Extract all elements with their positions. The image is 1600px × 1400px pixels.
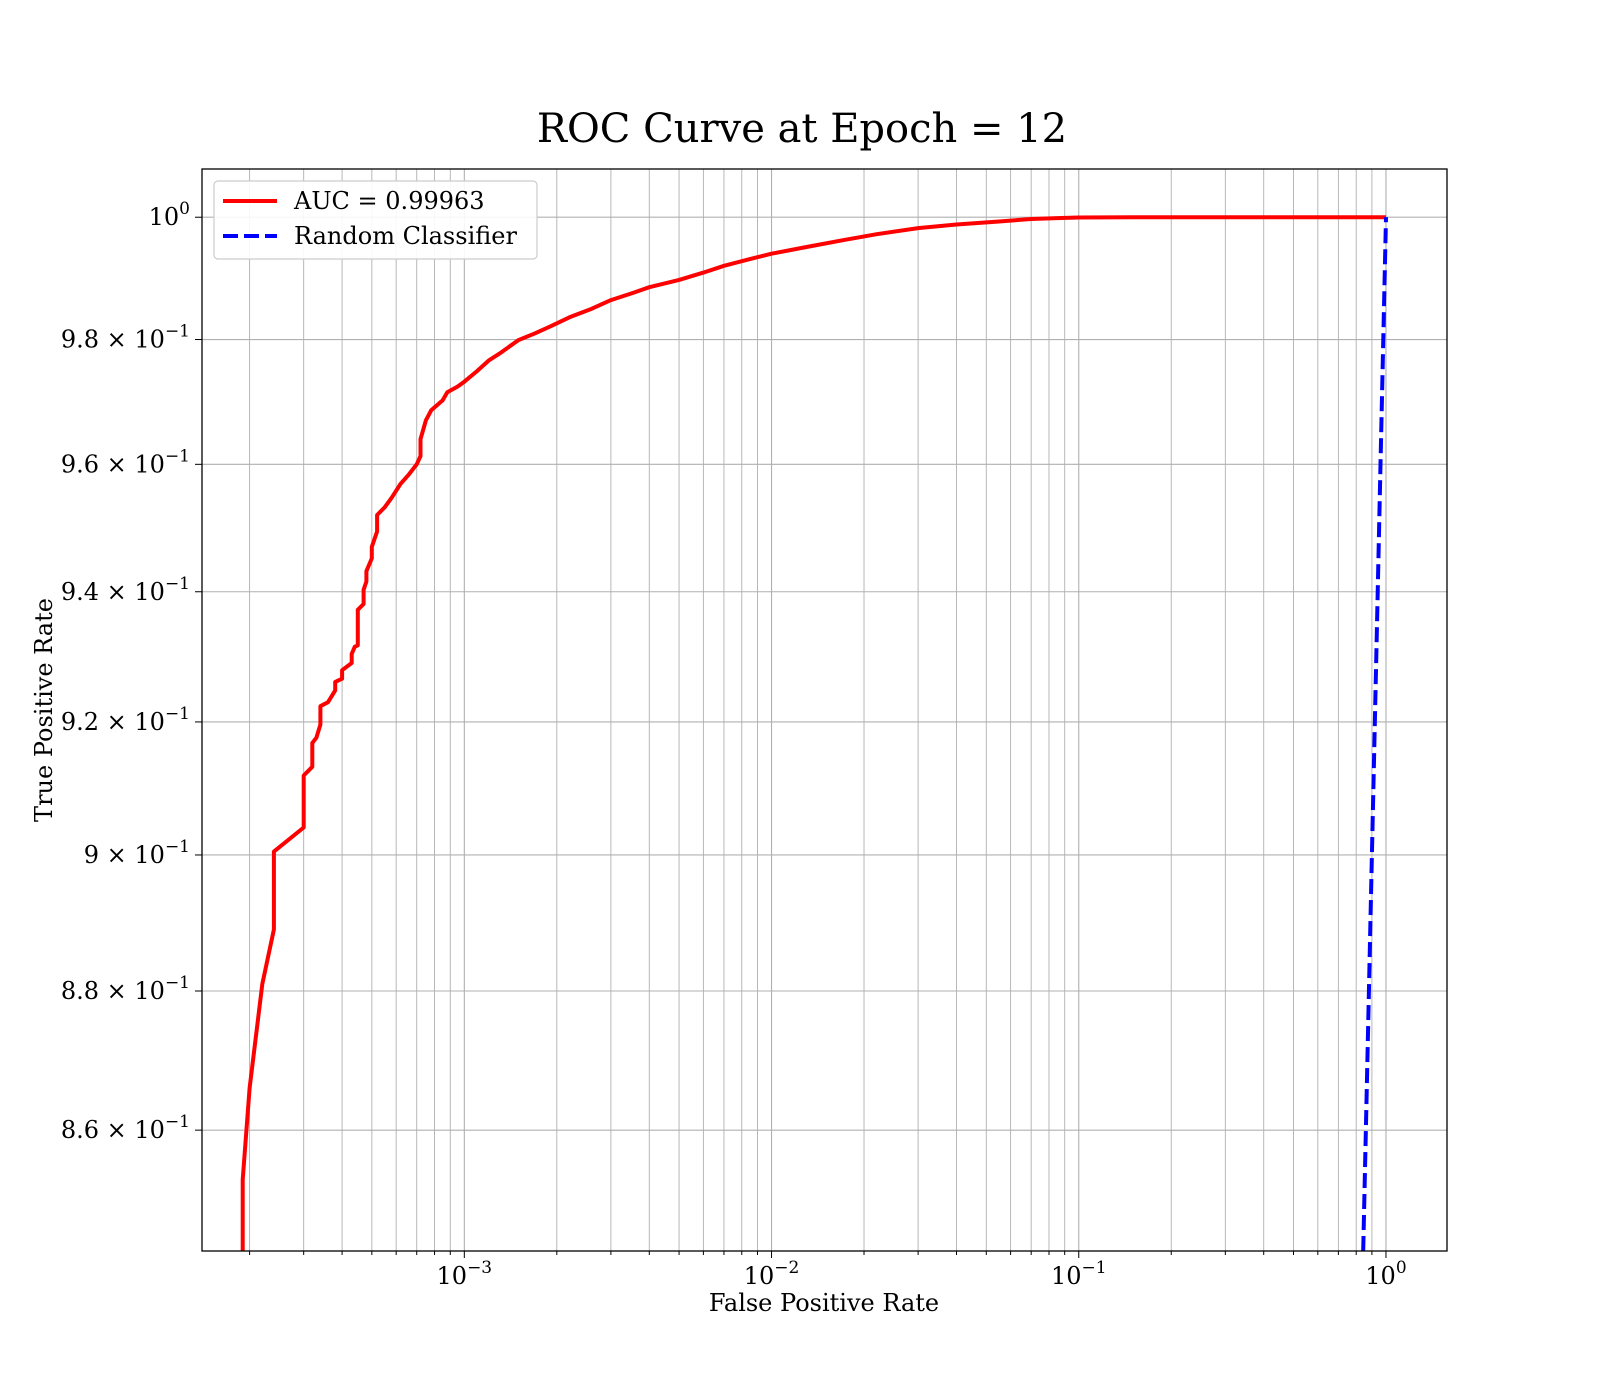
x-tick-label: 10−1 <box>1051 1258 1107 1290</box>
x-axis-label: False Positive Rate <box>709 1289 939 1317</box>
y-tick-label: 9.8 × 10−1 <box>61 322 190 354</box>
legend-label-auc: AUC = 0.99963 <box>293 187 485 215</box>
series-layer <box>240 215 1388 1251</box>
chart-title: ROC Curve at Epoch = 12 <box>537 106 1067 152</box>
x-tick-label: 10−2 <box>744 1258 800 1290</box>
y-tick-label: 8.6 × 10−1 <box>61 1112 190 1144</box>
legend-box <box>213 180 538 260</box>
y-tick-label: 9 × 10−1 <box>84 837 190 869</box>
x-tick-label: 10−3 <box>437 1258 493 1290</box>
tick-layer: 10−3 10−2 10−1 100 100 9.8 × 10−1 9.6 × 10−1 9.… <box>61 199 1407 1290</box>
y-tick-label: 8.8 × 10−1 <box>61 973 190 1005</box>
roc-curve-line <box>240 215 1386 1251</box>
y-axis-label: True Positive Rate <box>30 598 58 822</box>
plot-frame <box>201 168 1448 1252</box>
random-classifier-line <box>1361 217 1388 1251</box>
x-tick-label: 100 <box>1365 1258 1406 1290</box>
grid-layer <box>202 169 1447 1251</box>
y-tick-label: 9.2 × 10−1 <box>61 704 190 736</box>
legend: AUC = 0.99963 Random Classifier <box>213 180 538 260</box>
y-tick-label: 9.6 × 10−1 <box>61 446 190 478</box>
y-tick-label: 100 <box>149 199 190 231</box>
legend-label-random-classifier: Random Classifier <box>294 222 517 250</box>
y-tick-label: 9.4 × 10−1 <box>61 574 190 606</box>
